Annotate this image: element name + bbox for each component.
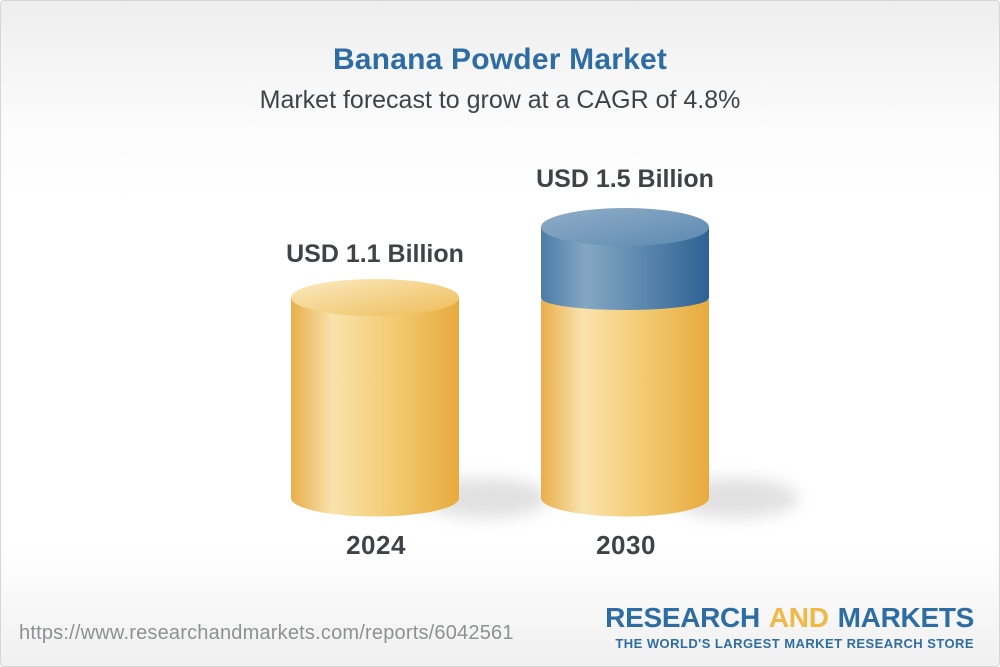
bar-2030-top xyxy=(541,208,709,246)
bar-2024-top xyxy=(291,279,459,316)
logo-word-research: RESEARCH xyxy=(605,602,760,633)
axis-label-2024: 2024 xyxy=(346,530,406,560)
bar-2024-cylinder xyxy=(291,279,459,517)
bar-2030-blue-segment xyxy=(541,227,709,310)
value-label-2030: USD 1.5 Billion xyxy=(536,165,714,193)
bar-2030-gold-body xyxy=(541,300,709,517)
page-subtitle: Market forecast to grow at a CAGR of 4.8… xyxy=(259,86,741,114)
axis-label-2030: 2030 xyxy=(596,530,656,560)
logo-wordmark: RESEARCH AND MARKETS xyxy=(605,602,974,634)
bar-2024-body xyxy=(291,297,459,517)
logo-tagline: THE WORLD'S LARGEST MARKET RESEARCH STOR… xyxy=(615,636,974,651)
bar-2030-cylinder xyxy=(541,208,709,517)
page-title: Banana Powder Market xyxy=(332,43,668,76)
report-url: https://www.researchandmarkets.com/repor… xyxy=(19,622,514,644)
logo-word-and: AND xyxy=(768,602,829,633)
logo-word-markets: MARKETS xyxy=(837,602,975,633)
brand-logo: RESEARCH AND MARKETS THE WORLD'S LARGEST… xyxy=(605,602,974,651)
value-label-2024: USD 1.1 Billion xyxy=(286,240,464,268)
